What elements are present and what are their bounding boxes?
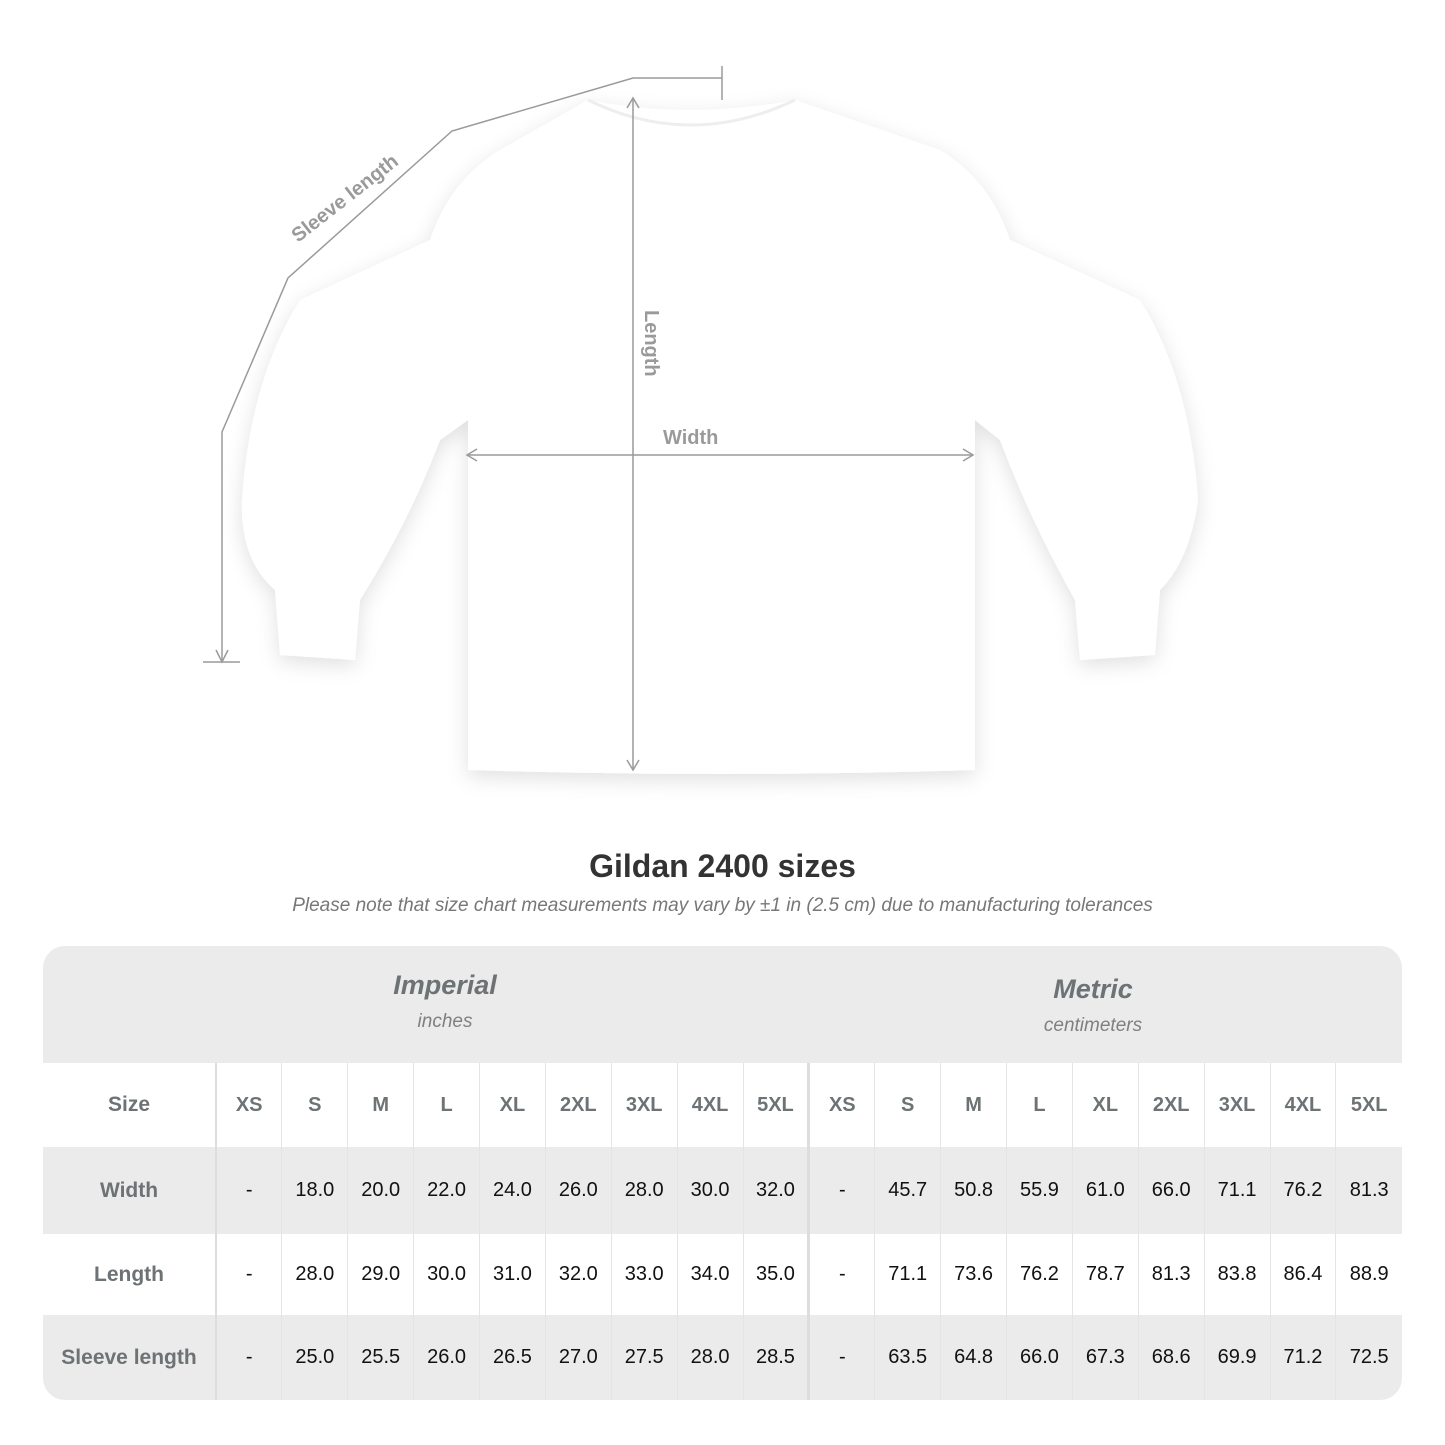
cell-metric: 61.0 — [1071, 1147, 1139, 1234]
cell-metric: 81.3 — [1137, 1234, 1205, 1315]
cell-metric: 55.9 — [1006, 1147, 1073, 1234]
cell-metric: 71.1 — [1203, 1147, 1270, 1234]
cell-metric: 66.0 — [1006, 1315, 1073, 1400]
cell-metric: 71.2 — [1269, 1315, 1336, 1400]
cell-imperial: 24.0 — [479, 1147, 546, 1234]
sleeve-length-label: Sleeve length — [288, 150, 403, 247]
shirt-shape — [241, 100, 1198, 774]
cell-imperial: 34.0 — [676, 1234, 743, 1315]
cell-imperial: 28.5 — [742, 1315, 809, 1400]
size-header-imperial: S — [281, 1063, 348, 1147]
cell-imperial: 26.0 — [413, 1315, 480, 1400]
cell-imperial: 25.0 — [281, 1315, 348, 1400]
cell-imperial: 26.0 — [544, 1147, 612, 1234]
cell-metric: 78.7 — [1071, 1234, 1139, 1315]
imperial-title: Imperial — [393, 970, 497, 1000]
metric-header: Metric centimeters — [843, 974, 1343, 1037]
size-header-imperial: 3XL — [610, 1063, 678, 1147]
size-header-metric: 3XL — [1203, 1063, 1270, 1147]
cell-imperial: 26.5 — [479, 1315, 546, 1400]
width-label: Width — [663, 427, 718, 449]
length-label: Length — [640, 310, 662, 377]
cell-metric: 66.0 — [1137, 1147, 1205, 1234]
cell-metric: 83.8 — [1203, 1234, 1270, 1315]
imperial-unit: inches — [417, 1011, 473, 1032]
row-label: Sleeve length — [43, 1315, 217, 1400]
size-header-metric: XL — [1071, 1063, 1139, 1147]
size-grid: Size XS S M L XL 2XL 3XL 4XL 5XL XS S M L XL 2XL 3XL 4XL 5… — [43, 1063, 1402, 1400]
cell-imperial: 33.0 — [610, 1234, 678, 1315]
cell-imperial: 22.0 — [413, 1147, 480, 1234]
cell-metric: 81.3 — [1335, 1147, 1402, 1234]
row-label: Width — [43, 1147, 217, 1234]
size-header-imperial: L — [413, 1063, 480, 1147]
cell-imperial: 20.0 — [347, 1147, 414, 1234]
cell-imperial: 25.5 — [347, 1315, 414, 1400]
cell-metric: 71.1 — [874, 1234, 941, 1315]
system-header — [43, 946, 1402, 1063]
cell-metric: 76.2 — [1006, 1234, 1073, 1315]
cell-imperial: 18.0 — [281, 1147, 348, 1234]
cell-imperial: - — [215, 1315, 282, 1400]
row-label: Length — [43, 1234, 217, 1315]
cell-imperial: 31.0 — [479, 1234, 546, 1315]
cell-metric: 76.2 — [1269, 1147, 1336, 1234]
table-row: Width -18.0 20.0 22.0 24.0 26.0 28.0 30.0 32.0-4… — [43, 1147, 1402, 1234]
cell-imperial: 30.0 — [676, 1147, 743, 1234]
table-row: Length -28.0 29.0 30.0 31.0 32.0 33.0 34.0 35.0-… — [43, 1234, 1402, 1315]
imperial-header: Imperial inches — [215, 970, 675, 1033]
cell-metric: - — [807, 1315, 875, 1400]
size-header-metric: 5XL — [1335, 1063, 1402, 1147]
size-header-row: Size XS S M L XL 2XL 3XL 4XL 5XL XS S M L XL 2XL 3XL 4XL 5… — [43, 1063, 1402, 1147]
size-label: Size — [43, 1063, 217, 1147]
size-table: Imperial inches Metric centimeters Size X… — [43, 946, 1402, 1400]
size-header-metric: 4XL — [1269, 1063, 1336, 1147]
cell-imperial: 29.0 — [347, 1234, 414, 1315]
measure-lines — [203, 66, 975, 772]
size-header-metric: S — [874, 1063, 941, 1147]
metric-unit: centimeters — [1043, 1015, 1143, 1036]
cell-metric: 64.8 — [940, 1315, 1007, 1400]
cell-metric: 63.5 — [874, 1315, 941, 1400]
tolerance-note: Please note that size chart measurements… — [292, 895, 1153, 916]
cell-imperial: 30.0 — [413, 1234, 480, 1315]
metric-title: Metric — [1053, 974, 1133, 1004]
size-header-imperial: 5XL — [742, 1063, 809, 1147]
cell-metric: 73.6 — [940, 1234, 1007, 1315]
cell-imperial: - — [215, 1147, 282, 1234]
cell-metric: 86.4 — [1269, 1234, 1336, 1315]
size-header-imperial: 4XL — [676, 1063, 743, 1147]
cell-imperial: 27.0 — [544, 1315, 612, 1400]
size-header-imperial: XS — [215, 1063, 282, 1147]
cell-metric: 88.9 — [1335, 1234, 1402, 1315]
size-header-metric: L — [1006, 1063, 1073, 1147]
cell-imperial: 28.0 — [676, 1315, 743, 1400]
cell-metric: 72.5 — [1335, 1315, 1402, 1400]
cell-imperial: 27.5 — [610, 1315, 678, 1400]
cell-metric: 68.6 — [1137, 1315, 1205, 1400]
cell-metric: 69.9 — [1203, 1315, 1270, 1400]
size-header-metric: XS — [807, 1063, 875, 1147]
size-header-metric: 2XL — [1137, 1063, 1205, 1147]
size-header-imperial: M — [347, 1063, 414, 1147]
table-row: Sleeve length -25.0 25.5 26.0 26.5 27.0 27.5 28… — [43, 1315, 1402, 1400]
cell-metric: - — [807, 1147, 875, 1234]
size-header-imperial: 2XL — [544, 1063, 612, 1147]
size-header-metric: M — [940, 1063, 1007, 1147]
cell-metric: - — [807, 1234, 875, 1315]
cell-imperial: - — [215, 1234, 282, 1315]
cell-imperial: 28.0 — [610, 1147, 678, 1234]
cell-imperial: 35.0 — [742, 1234, 809, 1315]
cell-metric: 50.8 — [940, 1147, 1007, 1234]
cell-metric: 67.3 — [1071, 1315, 1139, 1400]
cell-imperial: 28.0 — [281, 1234, 348, 1315]
shirt-diagram: Sleeve length Length Width — [203, 66, 1198, 774]
cell-imperial: 32.0 — [544, 1234, 612, 1315]
cell-metric: 45.7 — [874, 1147, 941, 1234]
page-title: Gildan 2400 sizes — [589, 848, 856, 884]
cell-imperial: 32.0 — [742, 1147, 809, 1234]
size-header-imperial: XL — [479, 1063, 546, 1147]
